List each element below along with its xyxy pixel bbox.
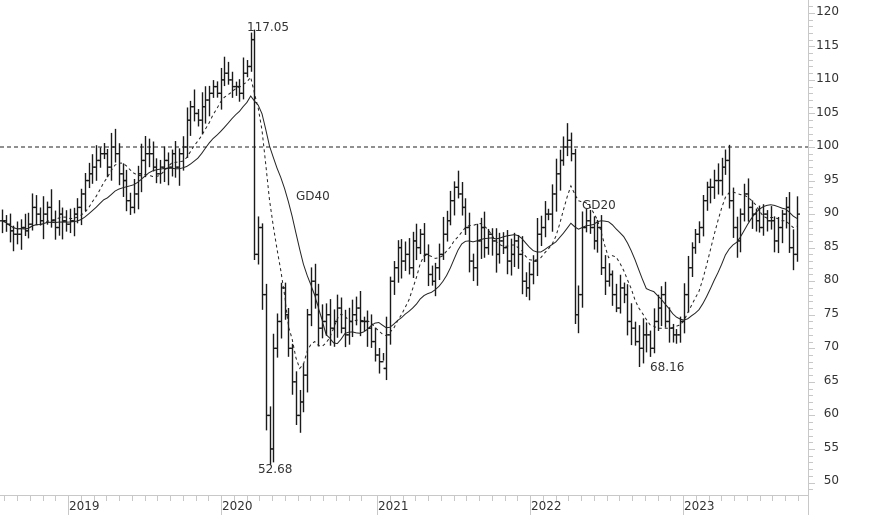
y-tick-label: 105 [816, 105, 839, 119]
annotation-low-2022: 68.16 [650, 360, 685, 374]
y-tick-label: 120 [816, 4, 839, 18]
y-tick-label: 55 [823, 440, 839, 454]
annotation-low-2020: 52.68 [258, 462, 293, 476]
y-tick-label: 85 [823, 239, 839, 253]
x-tick-label-2019: 2019 [69, 499, 100, 513]
y-tick-label: 115 [816, 38, 839, 52]
y-tick-label: 50 [823, 473, 839, 487]
y-tick-label: 70 [823, 339, 839, 353]
gd20-label: GD20 [582, 198, 616, 212]
gd20-line [1, 76, 798, 370]
y-tick-label: 80 [823, 272, 839, 286]
gd40-label: GD40 [296, 189, 330, 203]
x-tick-label-2021: 2021 [378, 499, 409, 513]
y-tick-label: 110 [816, 71, 839, 85]
ohlc-bars [0, 29, 800, 465]
y-tick-label: 95 [823, 172, 839, 186]
y-tick-label: 65 [823, 373, 839, 387]
y-tick-label: 90 [823, 205, 839, 219]
annotation-high: 117.05 [247, 20, 289, 34]
axes [0, 0, 815, 515]
x-tick-label-2023: 2023 [684, 499, 715, 513]
x-tick-label-2020: 2020 [222, 499, 253, 513]
y-tick-label: 75 [823, 306, 839, 320]
gd40-line [1, 95, 798, 345]
y-tick-label: 100 [816, 138, 839, 152]
x-tick-label-2022: 2022 [531, 499, 562, 513]
y-tick-label: 60 [823, 406, 839, 420]
